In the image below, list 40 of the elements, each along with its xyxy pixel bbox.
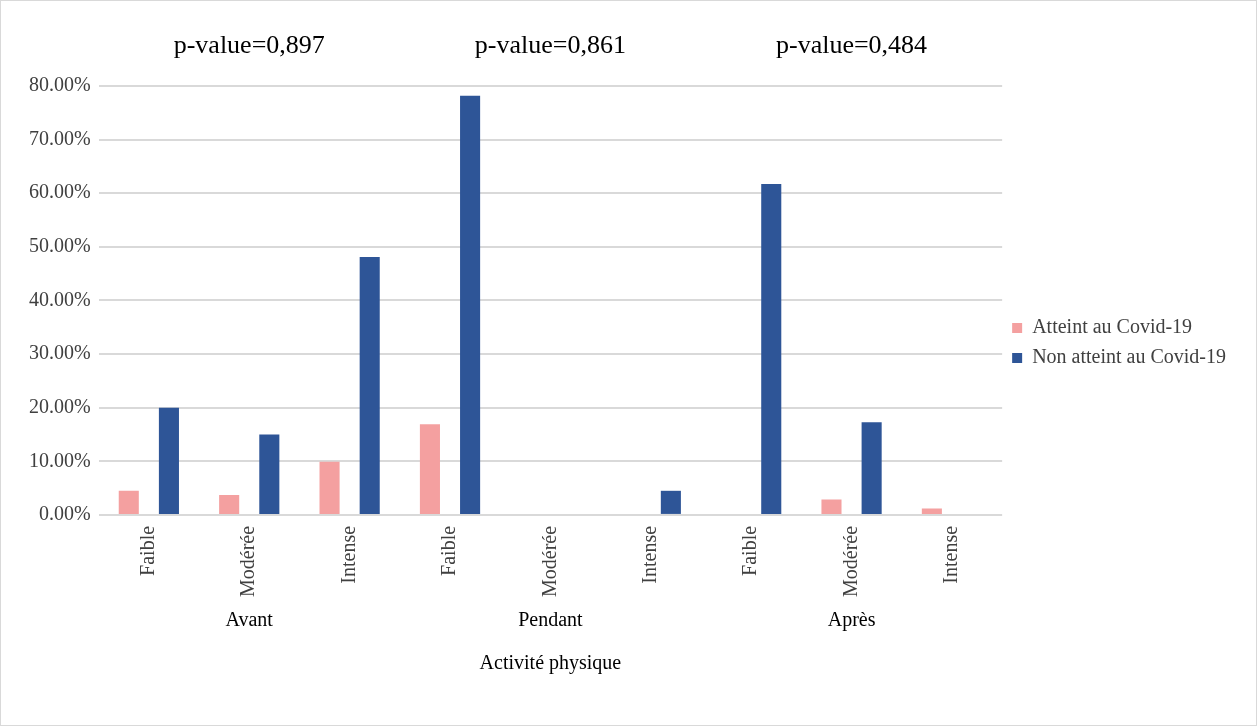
bar — [821, 499, 842, 514]
x-tick-label: Modérée — [838, 525, 861, 597]
x-tick-label: Intense — [638, 525, 661, 584]
bar — [319, 461, 340, 514]
bar — [921, 508, 942, 514]
x-tick-label: Faible — [437, 525, 460, 576]
bar — [219, 495, 240, 514]
y-tick-label: 20.00% — [28, 394, 91, 417]
bar — [460, 95, 481, 514]
text: p-value=0,897 — [173, 29, 325, 59]
bar — [158, 407, 179, 514]
y-tick-label: 80.00% — [28, 73, 91, 96]
bar — [861, 422, 882, 514]
legend-label: Non atteint au Covid-19 — [1032, 345, 1226, 368]
text: Avant — [225, 608, 274, 631]
bar — [359, 257, 380, 514]
y-tick-label: 30.00% — [28, 341, 91, 364]
x-tick-label: Modérée — [236, 525, 259, 597]
x-tick-label: Faible — [738, 525, 761, 576]
y-tick-label: 70.00% — [28, 126, 91, 149]
x-tick-label: Faible — [136, 525, 159, 576]
text: p-value=0,861 — [474, 29, 626, 59]
x-tick-label: Intense — [939, 525, 962, 584]
text: p-value=0,484 — [776, 29, 928, 59]
x-tick-label: Intense — [336, 525, 359, 584]
text: Pendant — [518, 608, 584, 631]
x-axis-title: Activité physique — [479, 651, 622, 675]
y-tick-label: 0.00% — [38, 502, 91, 525]
y-tick-label: 60.00% — [28, 180, 91, 203]
bar — [419, 424, 440, 514]
y-tick-label: 10.00% — [28, 448, 91, 471]
y-tick-label: 40.00% — [28, 287, 91, 310]
text: Après — [827, 608, 876, 632]
bar — [660, 490, 681, 514]
y-tick-label: 50.00% — [28, 234, 91, 257]
bar — [761, 184, 782, 514]
bar — [118, 490, 139, 514]
legend-label: Atteint au Covid-19 — [1032, 315, 1193, 338]
x-tick-label: Modérée — [537, 525, 560, 597]
bar — [259, 434, 280, 514]
